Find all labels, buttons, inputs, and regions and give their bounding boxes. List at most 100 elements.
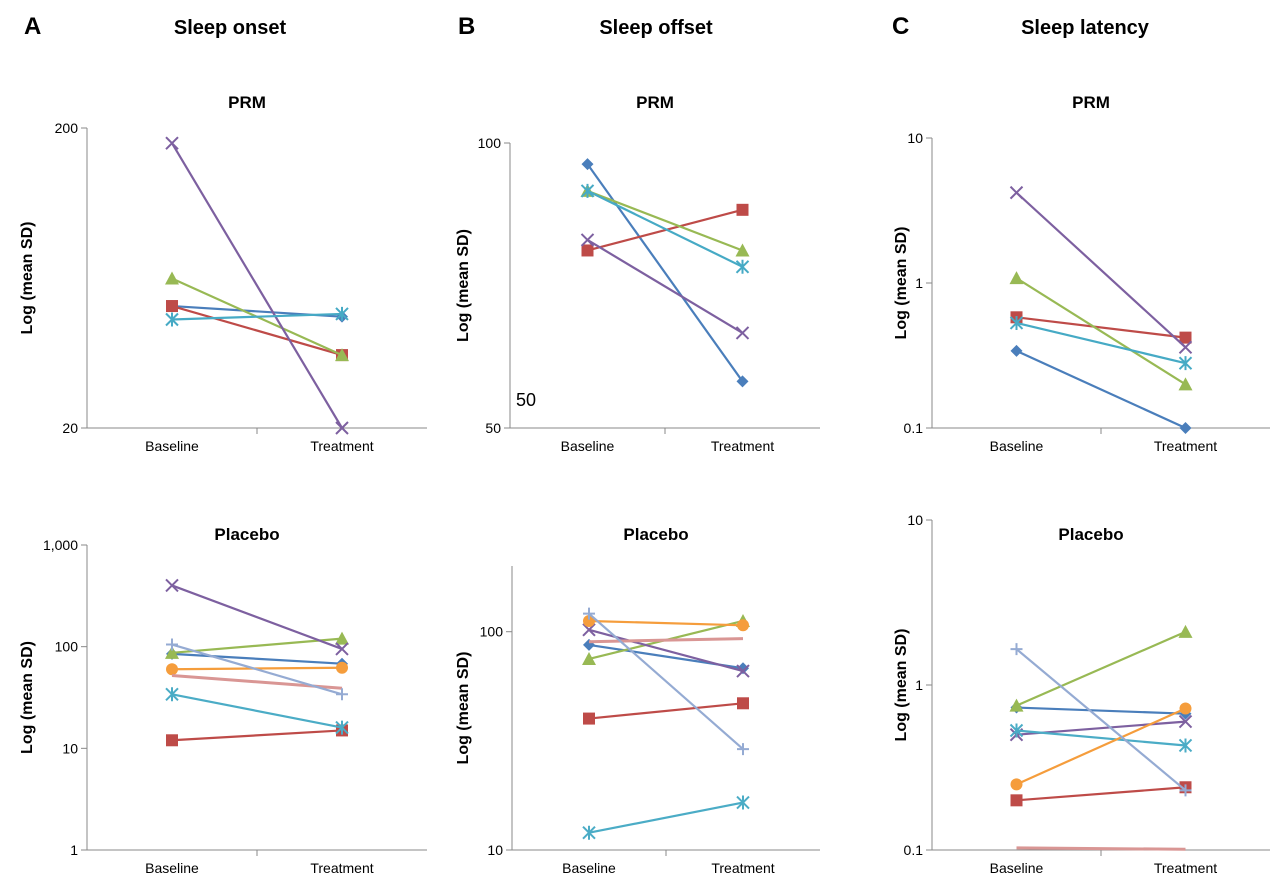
data-point — [736, 203, 749, 216]
series-line — [1016, 786, 1186, 802]
data-point — [1010, 794, 1023, 807]
data-point — [335, 421, 349, 435]
y-tick-label: 1 — [70, 842, 78, 858]
data-point — [735, 259, 750, 274]
series-line — [1015, 191, 1187, 349]
y-tick-label: 1 — [915, 677, 923, 693]
series-line — [586, 238, 744, 334]
series-line — [171, 652, 343, 665]
series-7 — [166, 638, 348, 701]
series-2 — [1009, 271, 1193, 391]
y-tick-label: 100 — [478, 135, 502, 151]
series-7 — [583, 607, 749, 756]
series-1 — [166, 300, 348, 362]
y-tick-label: 10 — [907, 512, 923, 528]
series-line — [587, 189, 743, 252]
series-line — [1016, 706, 1186, 715]
y-axis-label: Log (mean SD) — [19, 641, 36, 754]
data-point — [582, 651, 596, 665]
chart-title: PRM — [228, 93, 266, 112]
chart-panel-0: PRM Log (mean SD) 20 200 Baseline Treatment — [19, 93, 427, 454]
chart-annotation: 50 — [516, 390, 536, 410]
y-tick-label: 100 — [55, 639, 79, 655]
data-point — [583, 607, 595, 620]
data-point — [336, 661, 348, 674]
x-tick-label: Baseline — [990, 438, 1044, 454]
data-point — [1178, 714, 1193, 729]
chart-title: Placebo — [623, 525, 688, 544]
data-point — [580, 233, 595, 247]
data-point — [1009, 315, 1024, 330]
series-7 — [1010, 643, 1192, 797]
data-point — [165, 687, 179, 702]
x-tick-label: Treatment — [711, 438, 774, 454]
x-tick-label: Baseline — [562, 860, 616, 876]
series-line — [1016, 707, 1186, 786]
y-axis-label: Log (mean SD) — [455, 652, 472, 765]
series-line — [171, 693, 343, 729]
chart-title: Placebo — [1058, 525, 1123, 544]
series-line — [588, 702, 744, 720]
data-point — [1179, 422, 1192, 434]
x-tick-label: Treatment — [1154, 860, 1217, 876]
data-point — [581, 158, 594, 171]
data-point — [335, 642, 349, 656]
series-line — [171, 142, 343, 429]
data-point — [1009, 698, 1024, 712]
series-4 — [1009, 723, 1193, 753]
data-point — [335, 306, 349, 321]
data-point — [335, 720, 349, 735]
y-tick-label: 1,000 — [43, 537, 78, 553]
x-tick-label: Treatment — [1154, 438, 1217, 454]
data-point — [1179, 702, 1192, 715]
data-point — [1178, 356, 1193, 371]
data-point — [1179, 331, 1192, 344]
chart-panel-4: Placebo Log (mean SD) 10 100 Baseline Treatme… — [455, 525, 820, 876]
y-tick-label: 200 — [55, 120, 79, 136]
series-line — [1015, 277, 1187, 386]
data-point — [735, 243, 750, 257]
data-point — [735, 326, 750, 340]
data-point — [736, 795, 750, 810]
data-point — [582, 623, 596, 637]
data-point — [165, 645, 179, 659]
series-2 — [1009, 624, 1193, 712]
y-tick-label: 10 — [907, 130, 923, 146]
data-point — [336, 688, 348, 701]
data-point — [166, 734, 178, 747]
series-2 — [165, 631, 349, 659]
series-5 — [1010, 702, 1192, 791]
series-line — [171, 304, 343, 357]
chart-panel-3: Placebo Log (mean SD) 1 10 100 1,000 Baseline T… — [19, 525, 427, 876]
data-point — [580, 183, 595, 198]
data-point — [165, 578, 179, 593]
x-tick-label: Treatment — [310, 438, 373, 454]
column-title-1: Sleep offset — [599, 17, 713, 39]
data-point — [583, 614, 595, 627]
y-tick-label: 1 — [915, 275, 923, 291]
data-point — [165, 136, 179, 150]
series-0 — [583, 638, 749, 675]
y-axis-label: Log (mean SD) — [893, 629, 910, 742]
y-tick-label: 10 — [487, 842, 503, 858]
data-point — [1009, 185, 1024, 200]
panel-letter-b: B — [458, 13, 475, 40]
data-point — [1010, 643, 1023, 656]
series-line — [1016, 316, 1186, 339]
data-point — [1010, 344, 1023, 357]
series-3 — [1009, 185, 1193, 355]
data-point — [582, 825, 596, 840]
series-3 — [582, 623, 750, 678]
data-point — [583, 712, 595, 725]
series-line — [586, 163, 744, 383]
data-point — [335, 348, 349, 362]
series-3 — [580, 233, 750, 340]
data-point — [1010, 778, 1023, 791]
series-1 — [583, 697, 749, 725]
series-line — [588, 619, 744, 627]
data-point — [737, 697, 749, 710]
series-4 — [165, 687, 349, 735]
data-point — [737, 743, 749, 756]
x-tick-label: Treatment — [310, 860, 373, 876]
series-1 — [1010, 781, 1192, 807]
